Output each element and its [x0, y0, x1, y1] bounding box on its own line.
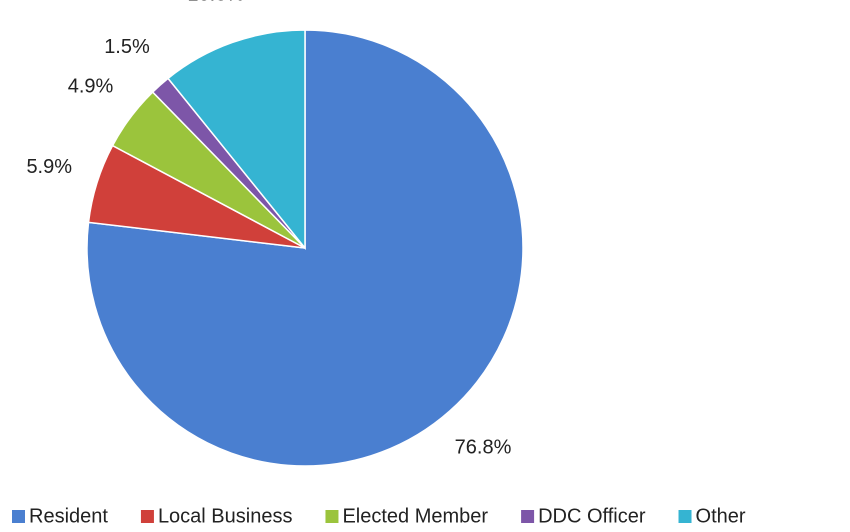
legend-label: Resident	[29, 505, 108, 527]
slice-label: 1.5%	[104, 36, 150, 58]
legend-swatch	[12, 510, 25, 523]
legend-label: Elected Member	[342, 505, 488, 527]
slice-label: 4.9%	[68, 76, 114, 98]
slice-label: 10.8%	[187, 0, 244, 6]
legend-swatch	[521, 510, 535, 523]
legend-label: Local Business	[158, 505, 293, 527]
legend-swatch	[140, 510, 154, 523]
legend-label: Other	[696, 505, 746, 527]
slice-label: 5.9%	[26, 156, 72, 178]
legend-swatch	[678, 510, 692, 523]
slice-label: 76.8%	[455, 437, 512, 459]
legend-swatch	[325, 510, 339, 523]
pie-slice	[166, 29, 306, 251]
legend-label: DDC Officer	[538, 505, 646, 527]
